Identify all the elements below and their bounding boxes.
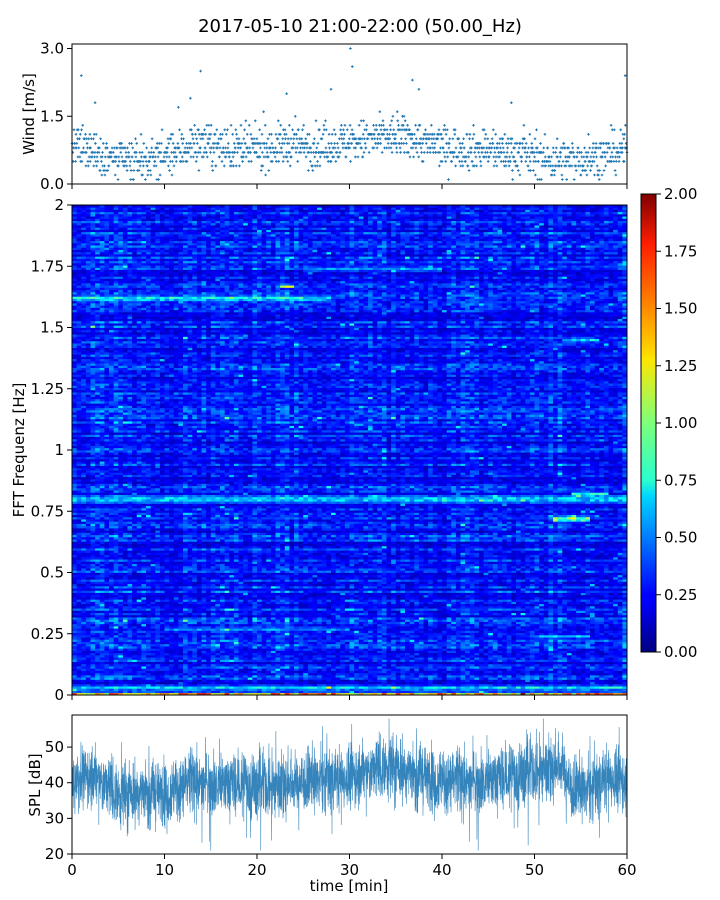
wind-ylabel: Wind [m/s]: [20, 73, 38, 155]
wind-ytick-label: 1.5: [40, 107, 64, 125]
wind-plot-area: [72, 44, 627, 184]
wind-ytick-label: 3.0: [40, 40, 64, 58]
wind-ytick-label: 0.0: [40, 175, 64, 193]
wind-panel: 0.0 1.5 3.0 Wind [m/s]: [20, 40, 628, 193]
figure-title: 2017-05-10 21:00-22:00 (50.00_Hz): [198, 16, 522, 37]
spectrogram-cells: [72, 205, 627, 695]
